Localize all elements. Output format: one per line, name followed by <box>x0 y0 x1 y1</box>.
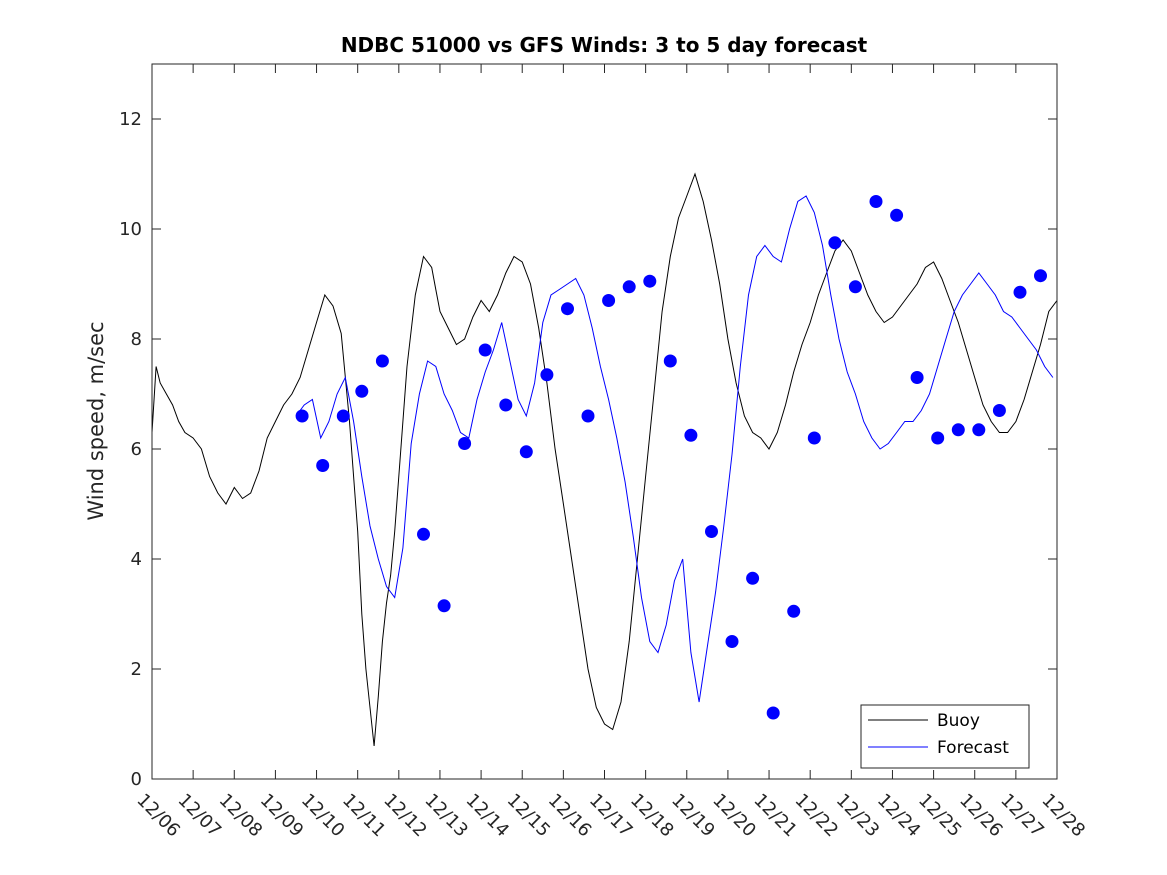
forecast-marker <box>643 274 657 288</box>
forecast-marker <box>437 599 451 613</box>
y-tick-label: 4 <box>131 549 142 570</box>
forecast-marker <box>787 604 801 618</box>
y-tick-label: 0 <box>131 769 142 790</box>
forecast-marker <box>848 280 862 294</box>
series-layer <box>152 172 1057 747</box>
forecast-marker <box>890 208 904 222</box>
series-buoy-line <box>152 172 1057 747</box>
forecast-marker <box>478 343 492 357</box>
series-clip-group <box>152 172 1057 747</box>
forecast-marker <box>705 525 718 538</box>
y-tick-label: 8 <box>131 329 142 350</box>
forecast-marker <box>1013 285 1027 299</box>
y-tick-label: 10 <box>119 219 142 240</box>
y-axis-label: Wind speed, m/sec <box>84 321 108 520</box>
plot-area <box>152 64 1057 779</box>
forecast-marker <box>931 431 945 445</box>
forecast-marker <box>561 302 574 316</box>
y-tick-label: 2 <box>131 659 142 680</box>
forecast-marker <box>375 354 389 368</box>
forecast-marker <box>766 706 780 720</box>
forecast-marker <box>540 368 554 382</box>
forecast-marker <box>417 527 430 541</box>
y-tick-label: 6 <box>131 439 142 460</box>
forecast-marker <box>992 404 1006 417</box>
series-forecast-line <box>295 195 1054 703</box>
legend: Buoy Forecast <box>860 704 1030 769</box>
y-tick-label: 12 <box>119 109 142 130</box>
forecast-marker <box>355 384 369 398</box>
forecast-marker <box>910 371 924 384</box>
forecast-marker <box>828 236 842 250</box>
forecast-marker <box>499 398 513 412</box>
legend-box <box>860 704 1030 769</box>
legend-label-forecast: Forecast <box>937 738 1009 758</box>
forecast-marker <box>581 409 595 423</box>
legend-label-buoy: Buoy <box>937 711 980 731</box>
forecast-marker <box>622 280 636 294</box>
forecast-marker <box>1034 269 1047 283</box>
forecast-marker <box>458 437 472 450</box>
y-axis-ticks: 0 2 4 6 8 10 12 <box>119 109 1057 790</box>
forecast-marker <box>663 354 677 368</box>
forecast-marker <box>725 635 739 648</box>
forecast-marker <box>807 431 821 445</box>
forecast-marker <box>519 445 533 459</box>
forecast-marker <box>316 459 330 472</box>
forecast-marker <box>951 423 965 437</box>
forecast-marker <box>746 571 760 585</box>
chart-title: NDBC 51000 vs GFS Winds: 3 to 5 day fore… <box>341 33 868 57</box>
forecast-marker <box>295 409 309 423</box>
forecast-marker <box>684 428 698 442</box>
forecast-marker <box>602 294 616 307</box>
forecast-marker <box>336 409 350 423</box>
forecast-marker <box>972 423 986 437</box>
forecast-marker <box>869 195 883 208</box>
